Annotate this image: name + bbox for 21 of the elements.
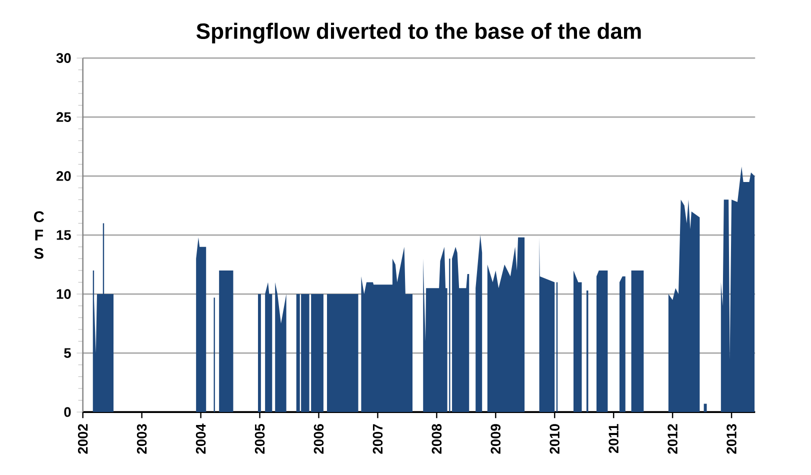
y-axis-title: C F S [34,211,44,259]
y-tick-label: 15 [56,230,71,240]
x-tick-label: 2008 [432,424,442,454]
x-tick-label: 2009 [490,424,501,454]
y-tick-label: 25 [56,112,71,122]
x-tick-label: 2012 [668,424,678,454]
y-tick-label: 10 [56,289,71,299]
x-tick-label: 2007 [372,424,383,454]
y-tick-label: 0 [64,407,71,417]
x-tick-label: 2003 [136,424,147,454]
x-tick-label: 2004 [196,424,206,454]
y-tick-label: 5 [64,348,71,358]
x-tick-label: 2005 [254,424,265,454]
y-tick-label: 30 [56,53,71,63]
y-tick-label: 20 [56,171,71,181]
x-tick-label: 2006 [314,424,324,454]
x-tick-label: 2013 [726,424,736,454]
x-tick-label: 2010 [550,424,560,454]
chart-title: Springflow diverted to the base of the dam [196,22,641,44]
x-tick-label: 2011 [608,424,618,453]
x-tick-label: 2002 [78,424,88,454]
